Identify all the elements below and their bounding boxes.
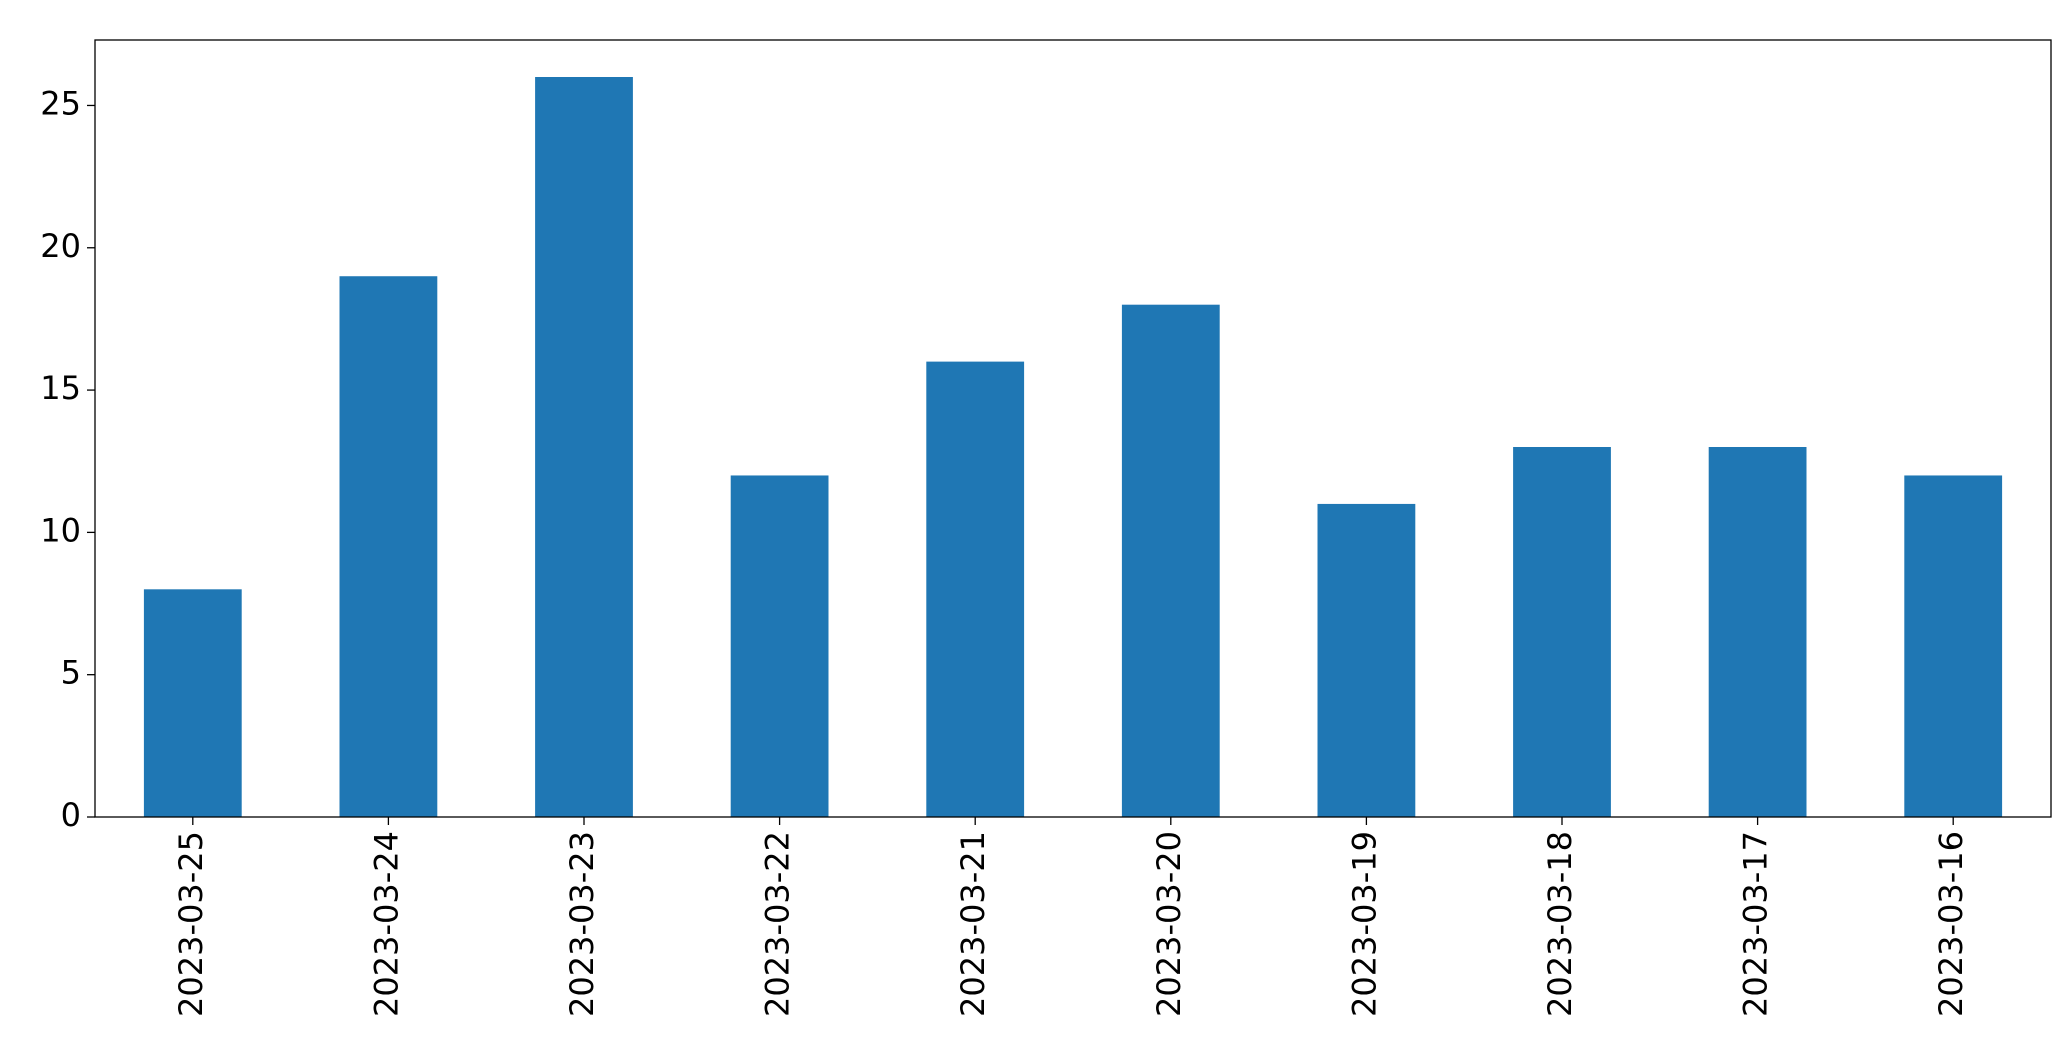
y-tick-label: 0 [61, 796, 81, 834]
y-tick-label: 15 [40, 369, 81, 407]
bar [339, 276, 438, 817]
x-tick-label: 2023-03-25 [172, 831, 210, 1017]
x-tick-label: 2023-03-19 [1345, 831, 1383, 1017]
x-tick-label: 2023-03-23 [563, 831, 601, 1017]
bar [1904, 475, 2003, 817]
x-tick-label: 2023-03-17 [1737, 831, 1775, 1017]
bar [535, 77, 633, 817]
bar [926, 361, 1025, 817]
bar [730, 475, 829, 817]
y-tick-label: 25 [40, 84, 81, 122]
x-tick-label: 2023-03-16 [1932, 831, 1970, 1017]
x-tick-label: 2023-03-22 [759, 831, 797, 1017]
y-tick-label: 10 [40, 511, 81, 549]
plot-frame [94, 39, 2052, 818]
y-tick-label: 5 [61, 654, 81, 692]
bar [1121, 304, 1220, 817]
x-tick-label: 2023-03-20 [1150, 831, 1188, 1017]
x-tick-label: 2023-03-21 [954, 831, 992, 1017]
x-tick-label: 2023-03-18 [1541, 831, 1579, 1017]
bar [143, 589, 242, 817]
bar [1317, 503, 1416, 817]
bar [1708, 447, 1807, 817]
y-tick-label: 20 [40, 227, 81, 265]
x-tick-label: 2023-03-24 [367, 831, 405, 1017]
bar [1513, 447, 1611, 817]
